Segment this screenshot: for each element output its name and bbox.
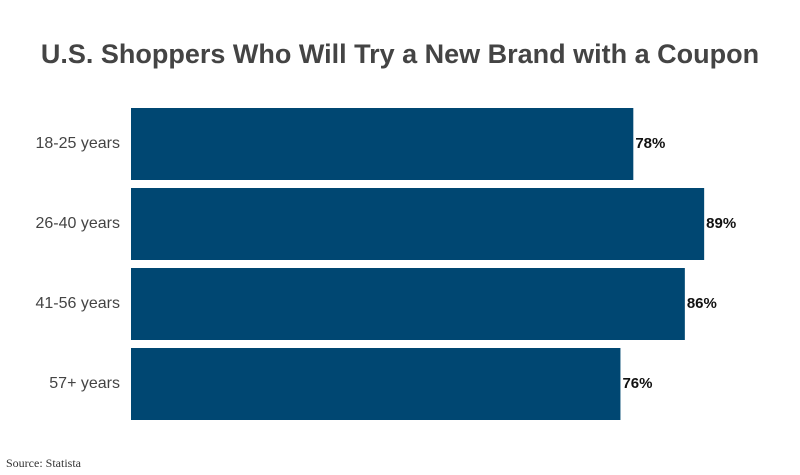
source-note: Source: Statista <box>6 456 82 470</box>
value-label: 89% <box>706 215 736 232</box>
bar <box>131 268 685 340</box>
bar <box>131 348 621 420</box>
category-label: 18-25 years <box>36 135 121 152</box>
bar <box>131 108 634 180</box>
chart-title: U.S. Shoppers Who Will Try a New Brand w… <box>41 39 759 69</box>
value-label: 76% <box>622 375 652 392</box>
category-label: 26-40 years <box>36 215 121 232</box>
bar <box>131 188 705 260</box>
value-label: 78% <box>635 135 665 152</box>
category-label: 41-56 years <box>36 295 121 312</box>
value-label: 86% <box>687 295 717 312</box>
category-label: 57+ years <box>49 375 120 392</box>
